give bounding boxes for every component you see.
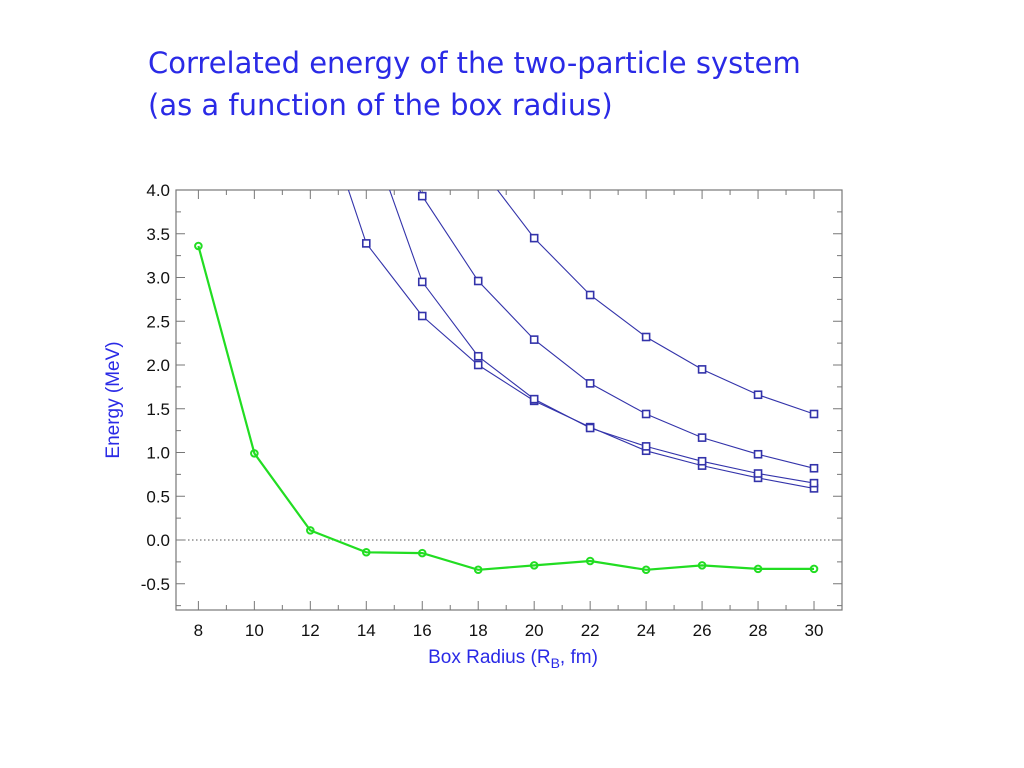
x-tick-label: 22	[581, 621, 600, 640]
x-axis-label: Box Radius (RB, fm)	[428, 647, 598, 671]
slide-title: Correlated energy of the two-particle sy…	[148, 42, 801, 126]
x-tick-label: 24	[637, 621, 656, 640]
level-point	[529, 335, 539, 344]
correlated-energy-point	[361, 547, 371, 557]
x-tick-label: 8	[194, 621, 203, 640]
y-tick-label: 3.5	[146, 225, 170, 244]
correlated-energy-point	[529, 561, 539, 570]
level-point	[529, 394, 539, 404]
level-point	[585, 290, 595, 300]
level-point	[529, 233, 539, 243]
title-line-1: Correlated energy of the two-particle sy…	[148, 46, 801, 80]
x-tick-label: 12	[301, 621, 320, 640]
y-tick-label: 3.0	[146, 269, 170, 288]
x-tick-label: 18	[469, 621, 488, 640]
level-point	[809, 409, 819, 419]
level-point	[753, 469, 763, 478]
level-line-2	[389, 190, 815, 484]
x-tick-label: 14	[357, 621, 376, 640]
level-point	[641, 332, 651, 342]
x-axis-label-tail: , fm)	[560, 647, 598, 668]
y-tick-label: 2.5	[146, 312, 170, 331]
level-point	[641, 409, 651, 419]
x-tick-label: 28	[749, 621, 768, 640]
y-tick-label: -0.5	[141, 575, 170, 594]
x-tick-label: 26	[693, 621, 712, 640]
correlated-energy-point	[306, 526, 315, 535]
x-tick-label: 30	[805, 621, 824, 640]
correlated-energy-point	[250, 449, 259, 458]
correlated-energy-point	[697, 561, 707, 570]
level-point	[809, 478, 819, 488]
level-point	[361, 239, 371, 248]
level-point	[585, 423, 595, 433]
plot-frame	[175, 189, 843, 611]
level-line-4	[496, 190, 815, 415]
y-tick-label: 0.0	[146, 531, 170, 550]
correlated-energy-point	[585, 556, 595, 566]
x-tick-label: 20	[525, 621, 544, 640]
correlated-energy-point	[809, 564, 819, 574]
y-tick-label: 1.0	[146, 444, 170, 463]
level-point	[809, 463, 819, 473]
level-point	[473, 351, 483, 361]
y-tick-label: 0.5	[146, 487, 170, 506]
level-point	[697, 456, 707, 466]
correlated-energy-point	[753, 564, 763, 574]
y-tick-label: 2.0	[146, 356, 170, 375]
correlated-energy-line	[197, 245, 814, 571]
level-line-3	[419, 190, 815, 469]
level-point	[641, 442, 651, 451]
x-axis-label-main: Box Radius (R	[428, 647, 551, 668]
level-point	[697, 433, 707, 442]
level-line-1	[347, 190, 815, 489]
x-axis-label-subscript: B	[551, 655, 560, 671]
level-point	[753, 390, 763, 400]
correlated-energy-point	[417, 548, 427, 558]
y-tick-label: 1.5	[146, 400, 170, 419]
level-point	[417, 277, 427, 287]
level-point	[417, 191, 427, 201]
level-point	[473, 276, 483, 286]
level-point	[585, 379, 595, 388]
y-tick-label: 4.0	[146, 181, 170, 200]
level-point	[753, 449, 763, 459]
correlated-energy-point	[473, 565, 483, 575]
x-tick-label: 16	[413, 621, 432, 640]
x-tick-label: 10	[245, 621, 264, 640]
correlated-energy-point	[641, 565, 651, 575]
correlated-energy-point	[194, 241, 203, 251]
level-point	[417, 311, 427, 321]
level-point	[697, 365, 707, 374]
y-axis-label: Energy (MeV)	[103, 341, 124, 458]
level-point	[473, 360, 483, 370]
title-line-2: (as a function of the box radius)	[148, 88, 613, 122]
